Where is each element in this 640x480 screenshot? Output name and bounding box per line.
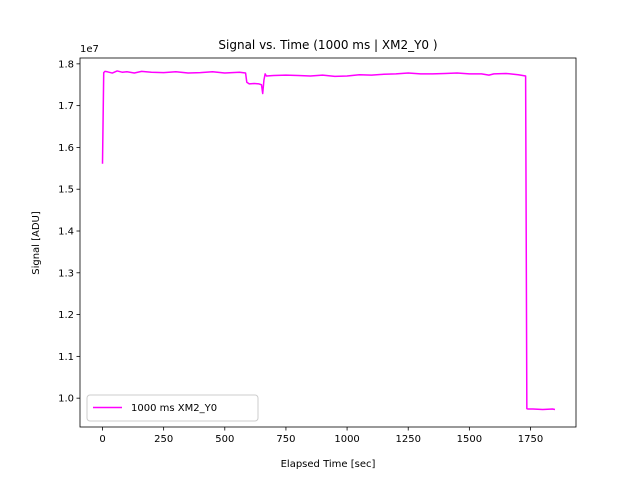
x-tick-label: 500 — [215, 434, 234, 445]
x-tick-label: 0 — [99, 434, 105, 445]
x-axis-label: Elapsed Time [sec] — [281, 459, 376, 470]
x-tick-label: 250 — [154, 434, 173, 445]
y-axis-label: Signal [ADU] — [31, 211, 42, 275]
y-axis-offset-label: 1e7 — [80, 44, 99, 55]
chart-title: Signal vs. Time (1000 ms | XM2_Y0 ) — [218, 38, 437, 52]
x-tick-label: 750 — [276, 434, 295, 445]
axes-frame-border — [79, 57, 577, 428]
y-tick-label: 1.3 — [58, 268, 74, 279]
legend-label: 1000 ms XM2_Y0 — [131, 403, 217, 414]
legend: 1000 ms XM2_Y0 — [86, 394, 259, 422]
y-tick-label: 1.2 — [58, 310, 74, 321]
legend-box — [86, 394, 259, 422]
axes-frame — [79, 57, 577, 428]
y-tick-label: 1.1 — [58, 352, 74, 363]
x-tick-label: 1000 — [334, 434, 359, 445]
y-tick-label: 1.6 — [58, 143, 74, 154]
x-axis: 0 250 500 750 1000 1250 1500 1750 — [99, 427, 543, 445]
y-tick-label: 1.0 — [58, 394, 74, 405]
y-tick-label: 1.5 — [58, 185, 74, 196]
x-tick-label: 1250 — [395, 434, 420, 445]
y-tick-label: 1.7 — [58, 101, 74, 112]
y-axis: 1.0 1.1 1.2 1.3 1.4 1.5 1.6 1.7 1.8 — [58, 59, 80, 405]
x-tick-label: 1500 — [457, 434, 482, 445]
series-line-0 — [101, 70, 556, 411]
x-tick-label: 1750 — [518, 434, 543, 445]
y-tick-label: 1.4 — [58, 227, 74, 238]
series-layer — [101, 70, 556, 411]
y-tick-label: 1.8 — [58, 59, 74, 70]
